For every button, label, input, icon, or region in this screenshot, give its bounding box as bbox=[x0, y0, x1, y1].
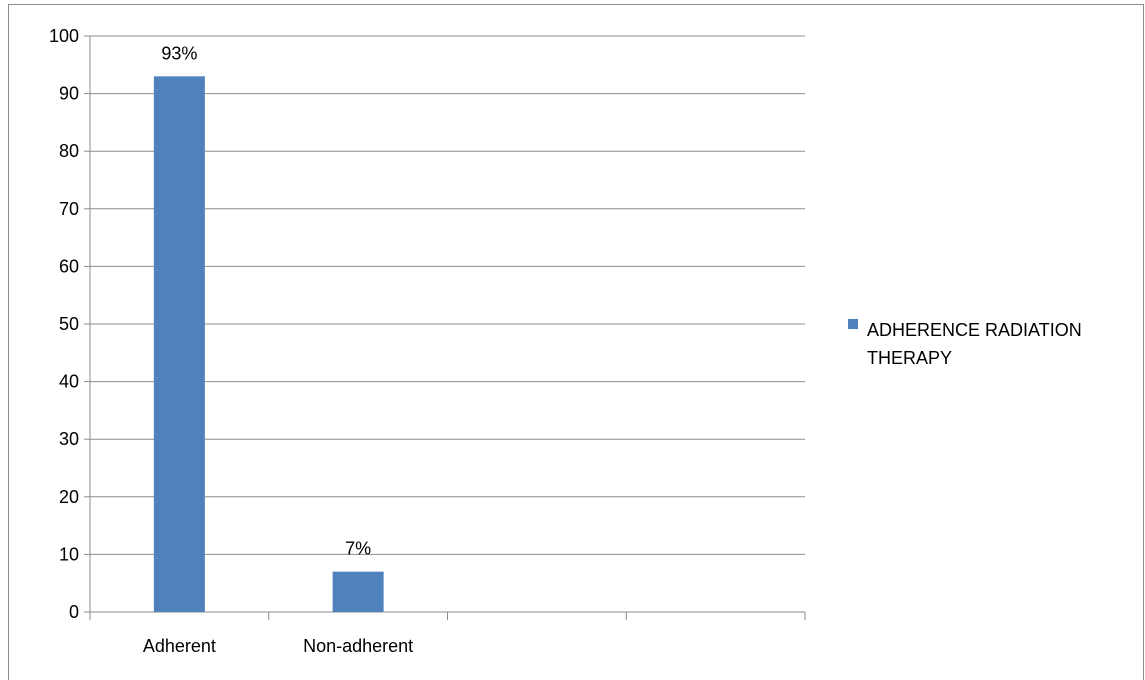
x-tick-label: Adherent bbox=[143, 636, 216, 656]
gridlines bbox=[90, 35, 805, 555]
legend: ADHERENCE RADIATION THERAPY bbox=[848, 319, 1082, 368]
legend-label-line-1: ADHERENCE RADIATION bbox=[867, 320, 1082, 340]
y-tick-label: 30 bbox=[59, 429, 79, 449]
bar bbox=[332, 571, 384, 612]
legend-swatch bbox=[848, 319, 858, 329]
y-tick-label: 20 bbox=[59, 487, 79, 507]
y-tick-label: 90 bbox=[59, 84, 79, 104]
y-tick-label: 50 bbox=[59, 314, 79, 334]
data-labels: 93% 7% bbox=[161, 43, 371, 558]
y-tick-label: 40 bbox=[59, 372, 79, 392]
bars bbox=[153, 76, 384, 612]
y-tick-label: 80 bbox=[59, 141, 79, 161]
chart-frame bbox=[8, 4, 1144, 680]
data-label: 93% bbox=[161, 43, 197, 63]
y-tick-label: 0 bbox=[69, 602, 79, 622]
legend-label-line-2: THERAPY bbox=[867, 348, 952, 368]
y-tick-label: 100 bbox=[49, 26, 79, 46]
x-tick-label: Non-adherent bbox=[303, 636, 413, 656]
y-tick-label: 70 bbox=[59, 199, 79, 219]
axes: 0 10 20 30 40 50 60 70 80 90 100 Adherent Non-adhere… bbox=[49, 26, 806, 656]
y-tick-label: 60 bbox=[59, 256, 79, 276]
bar bbox=[153, 76, 205, 612]
y-tick-label: 10 bbox=[59, 544, 79, 564]
data-label: 7% bbox=[345, 539, 371, 559]
